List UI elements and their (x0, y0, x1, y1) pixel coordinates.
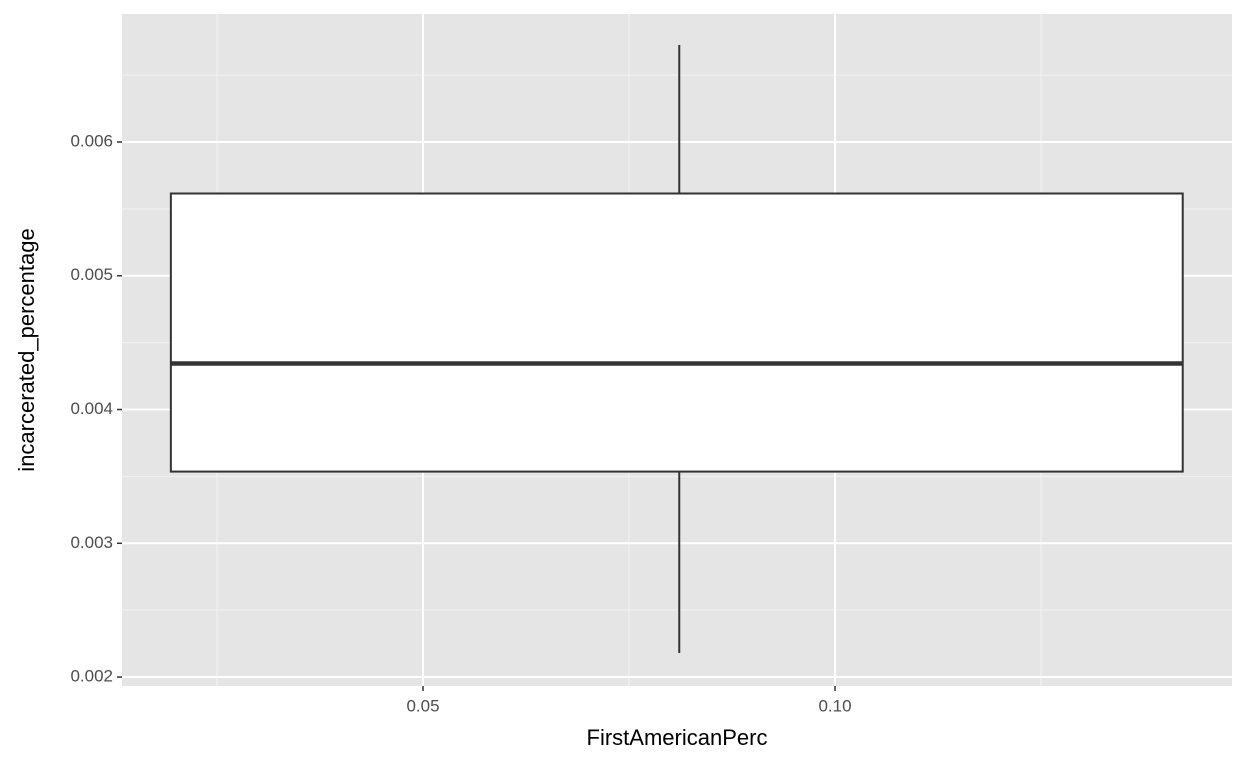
y-tick-label: 0.006 (70, 131, 113, 150)
y-tick-label: 0.003 (70, 533, 113, 552)
x-tick-label: 0.05 (406, 696, 439, 715)
y-tick-label: 0.004 (70, 399, 113, 418)
y-tick-label: 0.002 (70, 667, 113, 686)
x-axis-title: FirstAmericanPerc (587, 725, 768, 750)
x-tick-label: 0.10 (818, 696, 851, 715)
y-tick-label: 0.005 (70, 265, 113, 284)
y-axis-title: incarcerated_percentage (14, 228, 39, 471)
box (169, 192, 1184, 473)
